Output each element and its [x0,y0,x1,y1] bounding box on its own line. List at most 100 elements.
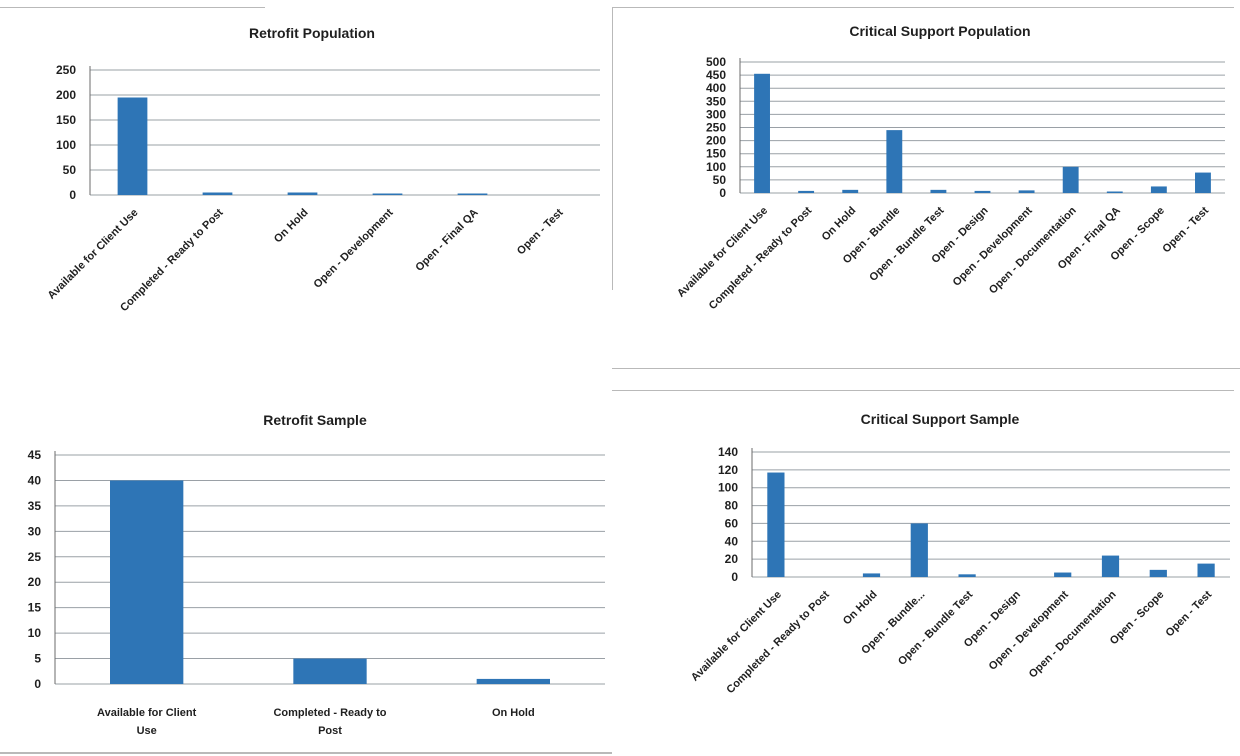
bar-5 [974,190,991,193]
divider-line [612,368,1240,369]
y-tick-label: 0 [719,186,726,200]
y-tick-label: 300 [706,107,726,121]
y-tick-label: 200 [56,88,76,102]
y-tick-label: 100 [56,138,76,152]
x-tick-label: Completed - Ready to [273,707,386,719]
retrofit-sample-chart: Retrofit Sample 0 5 10 15 20 25 30 35 40 45 Availab… [0,385,620,756]
y-tick-label: 200 [706,134,726,148]
x-tick-label: Available for Client Use [675,205,770,300]
x-tick-label: Available for Client [97,707,197,719]
y-tick-label: 450 [706,68,726,82]
y-tick-label: 250 [706,121,726,135]
y-tick-label: 100 [718,481,738,495]
x-tick-label: Available for Client Use [46,207,141,302]
bar-0 [767,472,785,577]
y-tick-label: 40 [28,473,42,487]
divider-line [0,752,612,754]
bar-7 [1062,166,1079,193]
y-tick-label: 15 [28,601,42,615]
bar-4 [958,574,976,577]
y-tick-label: 0 [731,570,738,584]
x-tick-label: On Hold [492,707,535,719]
critical-support-population-chart: Critical Support Population 0 50 100 150 200 2… [620,0,1240,370]
retrofit-population-chart: Retrofit Population 0 50 100 150 200 250 Availa… [0,0,620,370]
bar-6 [1054,572,1072,577]
critical-support-sample-svg: Critical Support Sample 0 20 40 60 80 100 120 14… [689,411,1230,696]
bar-3 [886,130,903,193]
y-tick-label: 150 [706,147,726,161]
divider-line [612,7,1234,8]
bar-0 [754,73,770,193]
divider-line [612,390,1234,391]
bar-8 [1106,191,1123,193]
chart-title: Retrofit Population [249,25,375,41]
x-tick-label: Post [318,725,342,737]
bar-7 [1101,555,1120,577]
bar-2 [476,678,550,684]
chart-title: Retrofit Sample [263,412,367,428]
y-tick-label: 30 [28,524,42,538]
bar-2 [287,192,318,195]
y-tick-label: 40 [725,534,739,548]
y-tick-label: 350 [706,94,726,108]
x-tick-label: Use [137,725,157,737]
y-tick-label: 20 [725,552,739,566]
critical-support-population-svg: Critical Support Population 0501001502002… [675,23,1225,312]
bar-1 [202,192,233,195]
chart-title: Critical Support Sample [861,411,1020,427]
x-tick-label: Open - Documentation [987,204,1079,296]
y-tick-label: 60 [725,516,739,530]
bar-0 [117,97,148,195]
bar-1 [293,658,367,684]
bar-8 [1149,569,1167,577]
x-tick-label: Completed - Ready to Post [724,588,832,696]
bar-4 [930,189,947,193]
y-tick-label: 150 [56,113,76,127]
y-tick-label: 25 [28,550,42,564]
y-tick-label: 80 [725,499,739,513]
x-tick-label: Open - Bundle Test [867,204,946,283]
x-tick-label: Open - Development [951,204,1035,288]
y-tick-label: 20 [28,575,42,589]
bar-1 [798,190,815,193]
x-tick-label: Completed - Ready to Post [118,206,226,314]
divider-line [612,7,613,290]
bar-0 [110,480,184,684]
x-tick-label: Open - Documentation [1027,588,1119,680]
x-tick-label: Open - Development [311,206,395,290]
x-tick-label: Open - Test [1160,204,1211,255]
x-tick-label: Open - Development [987,588,1071,672]
x-tick-label: Open - Test [515,206,566,257]
y-tick-label: 400 [706,81,726,95]
critical-support-sample-chart: Critical Support Sample 0 20 40 60 80 100 120 14… [620,385,1240,756]
bar-2 [862,573,881,577]
bar-3 [910,523,928,577]
y-tick-label: 100 [706,160,726,174]
y-tick-label: 120 [718,463,738,477]
bar-9 [1150,186,1167,193]
x-tick-label: On Hold [820,205,859,244]
x-tick-label: On Hold [841,589,880,628]
y-tick-label: 0 [34,677,41,691]
x-tick-label: Available for Client Use [689,589,784,684]
y-tick-label: 50 [713,173,727,187]
divider-line [0,7,265,8]
bar-10 [1195,172,1211,193]
x-tick-label: On Hold [272,207,311,246]
y-tick-label: 500 [706,55,726,69]
x-tick-label: Open - Final QA [413,207,480,274]
x-tick-label: Open - Test [1164,588,1215,639]
y-tick-label: 0 [69,188,76,202]
chart-title: Critical Support Population [849,23,1030,39]
y-tick-label: 50 [63,163,77,177]
y-tick-label: 250 [56,63,76,77]
bar-2 [842,189,859,193]
y-tick-label: 10 [28,626,42,640]
retrofit-population-svg: Retrofit Population 0 50 100 150 200 250 Availa… [46,25,600,314]
y-tick-label: 5 [34,652,41,666]
y-tick-label: 35 [28,499,42,513]
bar-6 [1018,190,1035,193]
retrofit-sample-svg: Retrofit Sample 0 5 10 15 20 25 30 35 40 45 Availab… [28,412,605,737]
bar-4 [457,193,488,195]
y-tick-label: 140 [718,445,738,459]
